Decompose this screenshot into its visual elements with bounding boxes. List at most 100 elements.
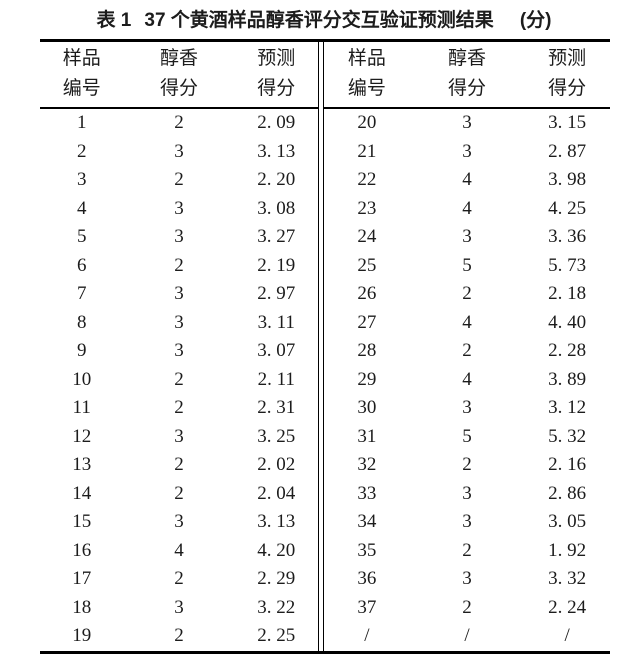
predicted-score-cell: 2. 97	[257, 283, 296, 304]
sample-no-cell: 18	[72, 596, 92, 618]
header-row: 样品 编号 醇香 得分 预测 得分	[40, 42, 318, 109]
sample-table-left: 样品 编号 醇香 得分 预测 得分 1 2	[40, 42, 318, 651]
table-center-divider	[318, 42, 324, 651]
sample-no-cell: 32	[357, 454, 377, 475]
aroma-score-cell: 4	[174, 539, 184, 561]
table-row: 13 2 2. 02	[40, 451, 318, 480]
aroma-score-cell: 5	[462, 425, 472, 447]
table-unit-label: (分)	[519, 10, 552, 31]
sample-no-cell: 21	[357, 140, 377, 162]
predicted-score-cell: 3. 27	[257, 226, 296, 247]
sample-no-cell: 14	[72, 482, 92, 504]
table-row: 2 3 3. 13	[40, 138, 318, 167]
aroma-score-cell: 3	[174, 511, 184, 532]
aroma-score-cell: 3	[462, 511, 472, 532]
table-row: 36 3 3. 32	[324, 565, 610, 594]
aroma-score-cell: 4	[462, 169, 472, 190]
sample-no-cell: 3	[76, 169, 87, 190]
header-line: 得分	[257, 78, 296, 99]
table-row: 7 3 2. 97	[40, 280, 318, 309]
sample-no-cell: 15	[72, 511, 92, 532]
predicted-score-cell: 3. 12	[548, 397, 587, 418]
predicted-score-cell: 2. 87	[548, 140, 587, 162]
predicted-score-cell: 2. 09	[257, 112, 296, 133]
predicted-score-cell: 2. 25	[257, 625, 296, 646]
results-table: 样品 编号 醇香 得分 预测 得分 1 2	[40, 39, 610, 654]
header-row: 样品 编号 醇香 得分 预测 得分	[324, 42, 610, 109]
table-row: 28 2 2. 28	[324, 337, 610, 366]
table-row: 5 3 3. 27	[40, 223, 318, 252]
table-body-right: 20 3 3. 15 21 3 2. 87 22 4 3. 98 23 4 4.…	[324, 108, 610, 651]
header-line: 编号	[347, 78, 386, 99]
predicted-score-cell: 5. 73	[548, 254, 587, 276]
table-row: 29 4 3. 89	[324, 366, 610, 395]
column-header-aroma-score: 醇香 得分	[123, 42, 235, 109]
sample-no-cell: 20	[357, 112, 377, 133]
predicted-score-cell: 2. 04	[257, 482, 296, 504]
sample-no-cell: 5	[76, 226, 87, 247]
predicted-score-cell: 3. 25	[257, 425, 296, 447]
sample-no-cell: 26	[357, 283, 377, 304]
sample-no-cell: 9	[76, 340, 87, 361]
sample-no-cell: 19	[72, 625, 92, 646]
column-header-predicted-score: 预测 得分	[524, 42, 610, 109]
header-line: 预测	[548, 48, 587, 69]
header-line: 得分	[447, 78, 486, 99]
aroma-score-cell: 3	[174, 340, 184, 361]
paper-table-page: 表 1 37 个黄酒样品醇香评分交互验证预测结果 (分) 样品 编号 醇香 得分…	[0, 5, 636, 654]
predicted-score-cell: 2. 31	[257, 397, 296, 418]
aroma-score-cell: 2	[462, 283, 472, 304]
header-line: 编号	[62, 78, 101, 99]
header-line: 预测	[257, 48, 296, 69]
predicted-score-cell: 3. 07	[257, 340, 296, 361]
predicted-score-cell: 3. 13	[257, 140, 296, 162]
table-row: 9 3 3. 07	[40, 337, 318, 366]
table-header-left: 样品 编号 醇香 得分 预测 得分	[40, 42, 318, 109]
aroma-score-cell: 2	[462, 596, 472, 618]
predicted-score-cell: 2. 28	[548, 340, 587, 361]
table-title-text: 37 个黄酒样品醇香评分交互验证预测结果	[144, 10, 494, 31]
aroma-score-cell: 3	[174, 425, 184, 447]
table-row: 23 4 4. 25	[324, 195, 610, 224]
sample-no-cell: 6	[76, 254, 87, 276]
sample-no-cell: 35	[357, 539, 377, 561]
predicted-score-cell: 3. 08	[257, 197, 296, 219]
header-line: 样品	[347, 48, 386, 69]
aroma-score-cell: 3	[462, 140, 472, 162]
predicted-score-cell: 2. 16	[548, 454, 587, 475]
table-row: 37 2 2. 24	[324, 594, 610, 623]
predicted-score-cell: 2. 02	[257, 454, 296, 475]
table-row: 17 2 2. 29	[40, 565, 318, 594]
sample-no-cell: 2	[76, 140, 87, 162]
predicted-score-cell: 2. 20	[257, 169, 296, 190]
aroma-score-cell: 3	[462, 397, 472, 418]
table-row: 14 2 2. 04	[40, 480, 318, 509]
predicted-score-cell: 3. 05	[548, 511, 587, 532]
column-header-sample-no: 样品 编号	[324, 42, 410, 109]
aroma-score-cell: 2	[174, 454, 184, 475]
table-row: 22 4 3. 98	[324, 166, 610, 195]
sample-no-cell: 4	[76, 197, 87, 219]
aroma-score-cell: 2	[174, 368, 184, 390]
table-row: 1 2 2. 09	[40, 108, 318, 138]
aroma-score-cell: 3	[174, 197, 184, 219]
predicted-score-cell: 3. 36	[548, 226, 587, 247]
aroma-score-cell: 5	[462, 254, 472, 276]
sample-no-cell: 31	[357, 425, 377, 447]
predicted-score-cell: 4. 25	[548, 197, 587, 219]
header-line: 醇香	[447, 48, 486, 69]
sample-no-cell: 11	[72, 397, 91, 418]
sample-table-right: 样品 编号 醇香 得分 预测 得分 20 3	[324, 42, 610, 651]
sample-no-cell: 1	[76, 112, 87, 133]
column-header-aroma-score: 醇香 得分	[409, 42, 525, 109]
aroma-score-cell: 2	[462, 539, 472, 561]
table-header-right: 样品 编号 醇香 得分 预测 得分	[324, 42, 610, 109]
aroma-score-cell: 2	[174, 625, 184, 646]
sample-no-cell: 17	[72, 568, 92, 589]
aroma-score-cell: 3	[174, 311, 184, 333]
sample-no-cell: 8	[76, 311, 87, 333]
aroma-score-cell: 4	[462, 197, 472, 219]
sample-no-cell: 25	[357, 254, 377, 276]
predicted-score-cell: 3. 11	[257, 311, 295, 333]
table-row: 19 2 2. 25	[40, 622, 318, 651]
